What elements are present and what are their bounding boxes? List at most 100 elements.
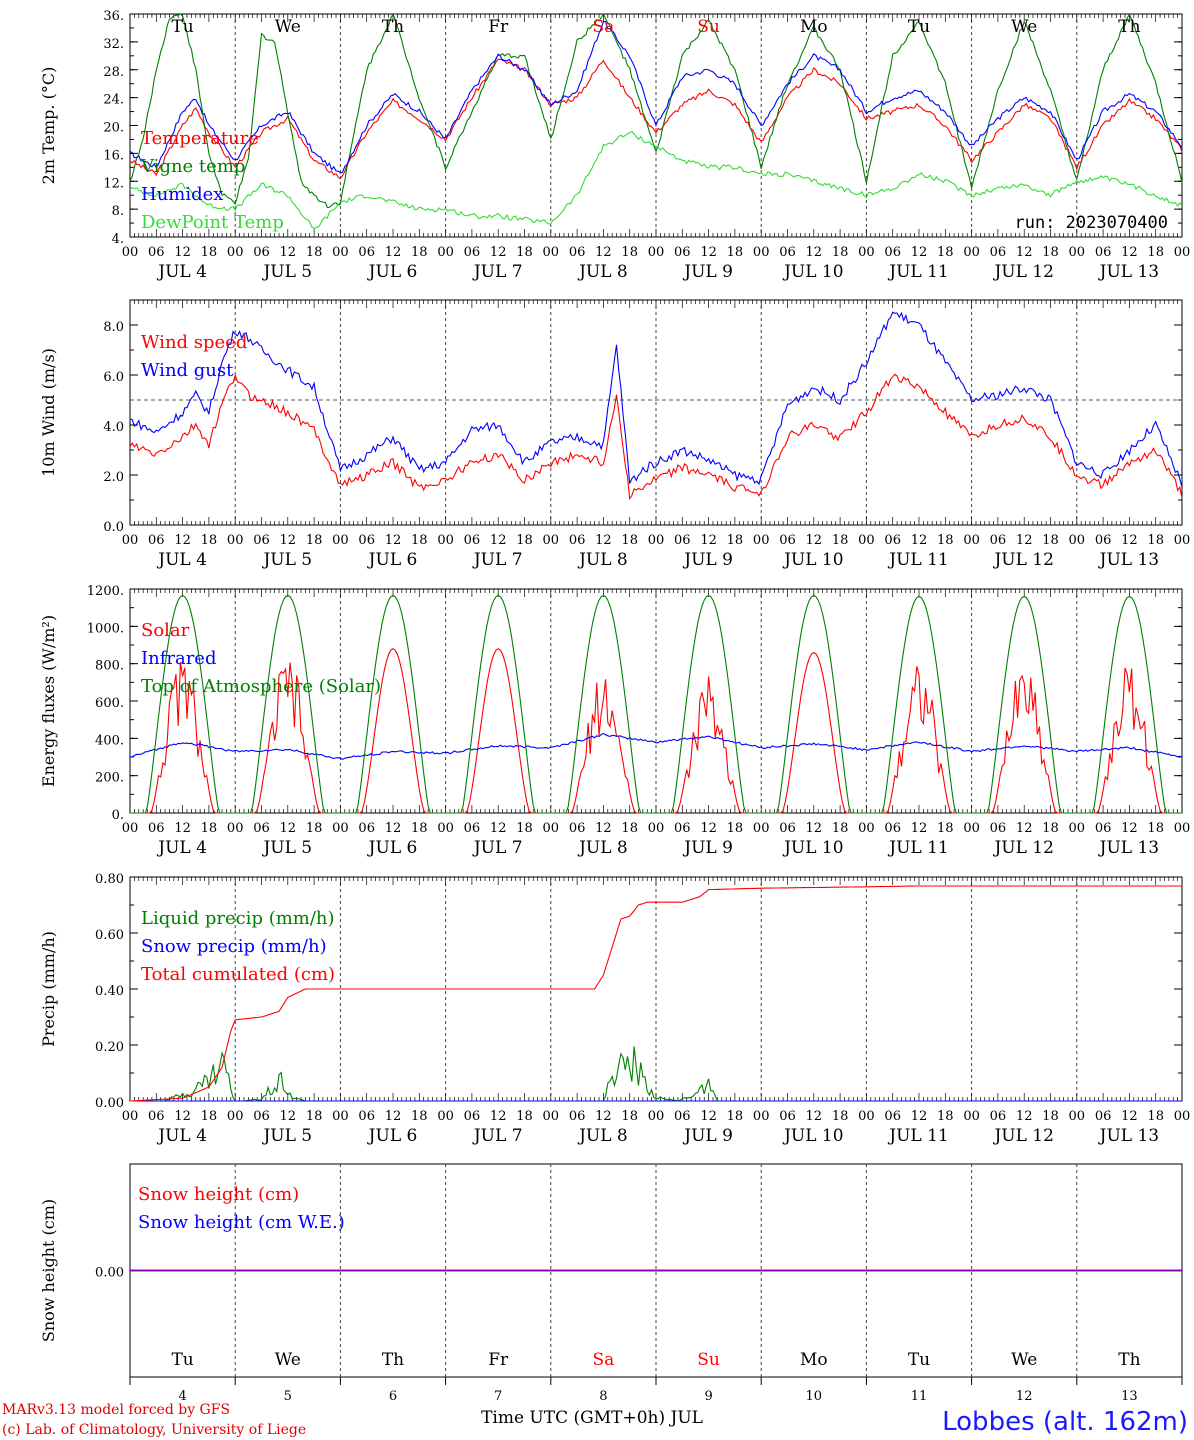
day-number: 5	[284, 1389, 292, 1404]
y-tick-label: 32.	[103, 37, 124, 52]
legend-entry: Solar	[141, 620, 190, 641]
legend-entry: Wind speed	[141, 332, 247, 353]
hour-tick-label: 12	[174, 245, 191, 260]
hour-tick-label: 06	[779, 1109, 796, 1124]
panel-3: 0. 200. 400. 600. 800. 1000. 1200. Energy fluxe…	[39, 584, 1190, 858]
hour-tick-label: 06	[569, 1109, 586, 1124]
y-tick-label: 8.0	[103, 320, 124, 335]
hour-tick-label: 00	[753, 1109, 770, 1124]
hour-tick-label: 06	[253, 533, 270, 548]
day-number: 10	[806, 1389, 823, 1404]
legend-entry: DewPoint Temp	[141, 212, 284, 233]
hour-tick-label: 18	[201, 821, 218, 836]
hour-tick-label: 12	[911, 533, 928, 548]
hour-tick-label: 00	[543, 533, 560, 548]
legend-entry: Snow height (cm W.E.)	[138, 1212, 345, 1233]
hour-tick-label: 12	[700, 533, 717, 548]
day-name-top: Su	[697, 17, 720, 37]
hour-tick-label: 18	[201, 533, 218, 548]
hour-tick-label: 00	[1174, 1109, 1191, 1124]
date-label: JUL 13	[1098, 1126, 1159, 1146]
hour-tick-label: 18	[516, 245, 533, 260]
hour-tick-label: 00	[1174, 245, 1191, 260]
hour-tick-label: 12	[174, 533, 191, 548]
hour-tick-label: 18	[1042, 245, 1059, 260]
hour-tick-label: 12	[280, 533, 297, 548]
hour-tick-label: 12	[595, 245, 612, 260]
hour-tick-label: 12	[595, 821, 612, 836]
hour-tick-label: 00	[858, 821, 875, 836]
hour-tick-label: 18	[1042, 533, 1059, 548]
y-axis-label: 10m Wind (m/s)	[39, 348, 58, 477]
hour-tick-label: 18	[411, 245, 428, 260]
day-name-bottom: Sa	[593, 1350, 615, 1370]
hour-tick-label: 06	[358, 245, 375, 260]
y-tick-label: 20.	[103, 121, 124, 136]
series-wind-speed	[129, 373, 1183, 501]
hour-tick-label: 06	[148, 533, 165, 548]
hour-tick-label: 12	[385, 821, 402, 836]
hour-tick-label: 12	[595, 1109, 612, 1124]
y-tick-label: 4.	[112, 232, 124, 247]
hour-tick-label: 18	[937, 245, 954, 260]
y-tick-label: 0.80	[95, 872, 124, 887]
series-top-of-atmosphere-solar-	[130, 594, 1182, 814]
hour-tick-label: 18	[621, 1109, 638, 1124]
hour-tick-label: 00	[648, 245, 665, 260]
date-label: JUL 7	[472, 1126, 523, 1146]
y-tick-label: 4.0	[103, 420, 124, 435]
legend-entry: Snow height (cm)	[138, 1184, 299, 1205]
panel-4: 0.00 0.20 0.40 0.60 0.80 Precip (mm/h) 00 06 12 1…	[39, 872, 1190, 1146]
hour-tick-label: 00	[1069, 245, 1086, 260]
date-label: JUL 11	[887, 1126, 948, 1146]
y-axis-label: Precip (mm/h)	[39, 931, 58, 1047]
hour-tick-label: 00	[543, 245, 560, 260]
hour-tick-label: 06	[358, 533, 375, 548]
y-tick-label: 0.00	[95, 1266, 124, 1281]
day-number: 12	[1016, 1389, 1033, 1404]
hour-tick-label: 18	[411, 1109, 428, 1124]
series-liquid-precip-mm-h-	[130, 1046, 1182, 1102]
date-label: JUL 7	[472, 262, 523, 282]
hour-tick-label: 12	[700, 1109, 717, 1124]
hour-tick-label: 18	[201, 245, 218, 260]
day-name-top: Tu	[171, 17, 193, 37]
y-axis-label: Snow height (cm)	[39, 1199, 58, 1342]
series-temperature	[129, 58, 1183, 180]
hour-tick-label: 12	[385, 533, 402, 548]
hour-tick-label: 06	[148, 1109, 165, 1124]
hour-tick-label: 12	[280, 821, 297, 836]
hour-tick-label: 00	[648, 533, 665, 548]
y-tick-label: 0.20	[95, 1040, 124, 1055]
hour-tick-label: 12	[806, 533, 823, 548]
legend-entry: Vigne temp	[140, 156, 245, 177]
y-tick-label: 800.	[95, 659, 124, 674]
day-name-bottom: Fr	[488, 1350, 509, 1370]
hour-tick-label: 00	[332, 533, 349, 548]
hour-tick-label: 00	[543, 821, 560, 836]
hour-tick-label: 12	[1016, 245, 1033, 260]
hour-tick-label: 06	[674, 1109, 691, 1124]
hour-tick-label: 06	[1095, 821, 1112, 836]
y-tick-label: 16.	[103, 148, 124, 163]
plot-frame	[129, 588, 1183, 814]
date-label: JUL 4	[156, 1126, 207, 1146]
hour-tick-label: 12	[490, 533, 507, 548]
hour-tick-label: 06	[253, 1109, 270, 1124]
hour-tick-label: 18	[832, 245, 849, 260]
hour-tick-label: 00	[1069, 533, 1086, 548]
date-label: JUL 9	[682, 262, 733, 282]
hour-tick-label: 18	[411, 821, 428, 836]
panel-1: 4. 8. 12. 16. 20. 24. 28. 32. 36. 2m Temp. (°C) 00…	[39, 9, 1190, 282]
hour-tick-label: 00	[332, 1109, 349, 1124]
day-number: 8	[599, 1389, 607, 1404]
day-number: 13	[1121, 1389, 1138, 1404]
hour-tick-label: 00	[963, 1109, 980, 1124]
day-number: 6	[389, 1389, 397, 1404]
hour-tick-label: 06	[464, 245, 481, 260]
hour-tick-label: 06	[464, 821, 481, 836]
hour-tick-label: 18	[306, 821, 323, 836]
day-number: 4	[178, 1389, 186, 1404]
hour-tick-label: 06	[884, 821, 901, 836]
hour-tick-label: 06	[990, 245, 1007, 260]
